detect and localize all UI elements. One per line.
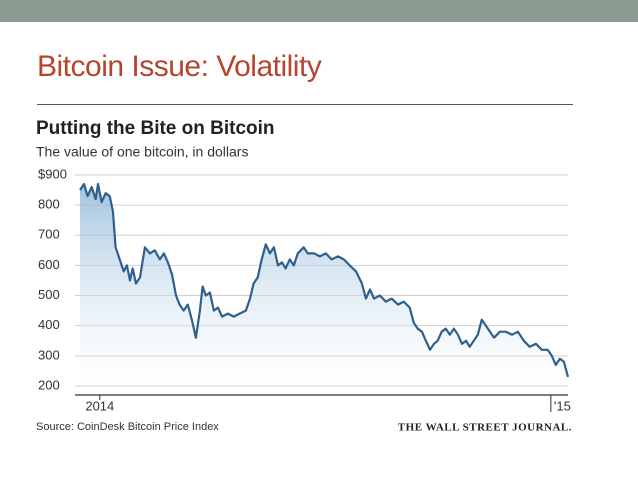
y-tick-label: 200: [38, 377, 60, 392]
slide-title: Bitcoin Issue: Volatility: [37, 50, 322, 83]
y-tick-label: 700: [38, 227, 60, 242]
source-note: Source: CoinDesk Bitcoin Price Index: [36, 421, 219, 433]
y-tick-label: 300: [38, 347, 60, 362]
y-tick-label: $900: [38, 166, 67, 181]
y-tick-label: 600: [38, 257, 60, 272]
x-tick-label: 2014: [85, 398, 114, 413]
title-rule: [37, 104, 573, 105]
chart-subtitle: The value of one bitcoin, in dollars: [36, 144, 248, 160]
y-tick-label: 800: [38, 197, 60, 212]
x-tick-label: '15: [554, 398, 571, 413]
chart-title: Putting the Bite on Bitcoin: [36, 118, 275, 139]
top-bar: [0, 0, 638, 22]
area: [80, 184, 568, 395]
price-line: [79, 182, 570, 378]
y-tick-label: 400: [38, 317, 60, 332]
y-tick-label: 500: [38, 287, 60, 302]
credit: THE WALL STREET JOURNAL.: [398, 422, 572, 434]
